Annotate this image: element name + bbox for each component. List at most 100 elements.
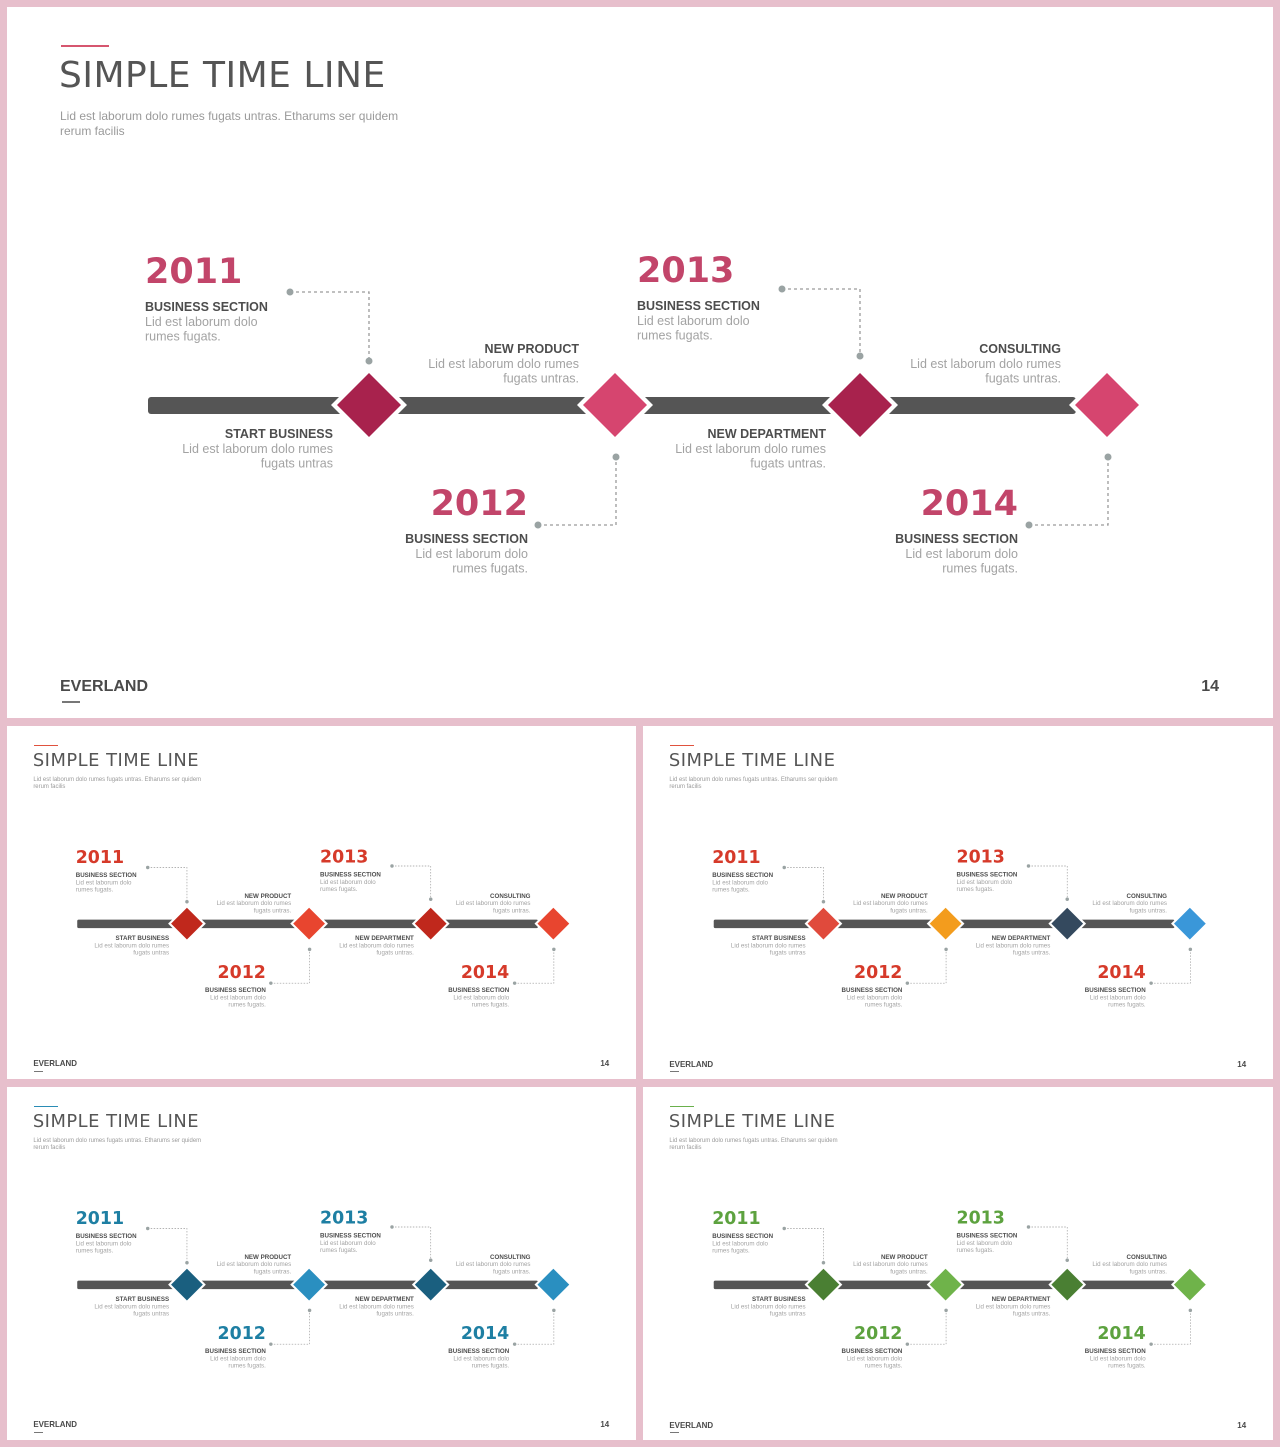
event-description: Lid est laborum dolo rumes fugats untras. [853, 1261, 928, 1275]
connector-dot [390, 864, 394, 868]
timeline-marker-4[interactable] [1075, 373, 1139, 437]
slide-title: SIMPLE TIME LINE [668, 1110, 836, 1132]
event-heading: BUSINESS SECTION [957, 1232, 1018, 1239]
event-description: Lid est laborum dolo rumes fugats untras. [339, 942, 414, 956]
connector-dot [269, 1342, 273, 1346]
timeline-marker-1[interactable] [337, 373, 401, 437]
event-description: Lid est laborum dolo rumes fugats untras. [1092, 1261, 1167, 1275]
timeline-marker-1[interactable] [807, 1268, 840, 1301]
timeline-marker-2[interactable] [583, 373, 647, 437]
timeline-marker-2[interactable] [293, 907, 325, 940]
timeline-marker-3[interactable] [414, 907, 447, 940]
connector-dot [365, 357, 373, 365]
connector-dot [1065, 897, 1069, 902]
timeline-marker-2[interactable] [929, 1268, 962, 1301]
event-description: Lid est laborum dolo rumes fugats. [712, 1240, 768, 1254]
connector-line [392, 1226, 432, 1261]
timeline-marker-2[interactable] [929, 907, 962, 940]
timeline-marker-3[interactable] [414, 1268, 447, 1301]
slide-thumb-green[interactable]: SIMPLE TIME LINE Lid est laborum dolo rum… [643, 1087, 1273, 1440]
connector-dot [307, 947, 312, 952]
timeline-marker-2[interactable] [293, 1268, 325, 1301]
event-year: 2011 [76, 1209, 124, 1229]
slide-main[interactable]: SIMPLE TIME LINE Lid est laborum dolo rum… [7, 7, 1273, 718]
connector-dot [428, 897, 433, 902]
connector-line [392, 865, 432, 900]
brand-name: EVERLAND [33, 1420, 77, 1430]
event-description: Lid est laborum dolo rumes fugats untras. [976, 942, 1051, 956]
event-heading: START BUSINESS [225, 427, 333, 441]
connector-dot [1188, 1308, 1193, 1313]
timeline-marker-1[interactable] [807, 907, 840, 940]
event-description: Lid est laborum dolo rumes fugats. [1090, 1356, 1146, 1370]
event-heading: NEW DEPARTMENT [355, 1296, 414, 1303]
timeline-marker-4[interactable] [537, 907, 570, 940]
connector-dot [856, 352, 864, 360]
event-heading: NEW PRODUCT [485, 342, 580, 356]
timeline-marker-3[interactable] [1051, 907, 1084, 940]
slide-thumb-blue[interactable]: SIMPLE TIME LINE Lid est laborum dolo rum… [7, 1087, 636, 1440]
slide-thumb-multicolor[interactable]: SIMPLE TIME LINE Lid est laborum dolo rum… [643, 726, 1273, 1079]
connector-dot [1149, 981, 1153, 985]
timeline-marker-1[interactable] [171, 907, 203, 940]
title-accent-line [669, 1105, 694, 1107]
event-description: Lid est laborum dolo rumes fugats untras. [1092, 900, 1167, 914]
timeline-marker-4[interactable] [537, 1268, 570, 1301]
event-description: Lid est laborum dolo rumes fugats untras. [976, 1303, 1051, 1317]
event-heading: NEW PRODUCT [881, 1254, 928, 1261]
event-year: 2013 [320, 848, 368, 868]
page-number: 14 [1237, 1059, 1247, 1069]
event-year: 2012 [218, 963, 266, 983]
event-heading: BUSINESS SECTION [842, 1348, 903, 1355]
event-heading: NEW DEPARTMENT [992, 935, 1051, 942]
connector-dot [185, 900, 189, 904]
event-heading: START BUSINESS [116, 1296, 170, 1303]
connector-line [1028, 865, 1068, 900]
page-number: 14 [1237, 1420, 1247, 1430]
timeline-marker-4[interactable] [1173, 907, 1206, 940]
event-description: Lid est laborum dolo rumes fugats. [847, 995, 903, 1009]
slide-title: SIMPLE TIME LINE [668, 749, 836, 771]
connector-dot [512, 981, 517, 985]
event-heading: BUSINESS SECTION [145, 300, 268, 314]
event-year: 2013 [957, 1209, 1005, 1229]
event-heading: BUSINESS SECTION [405, 532, 528, 546]
connector-line [784, 867, 824, 902]
event-description: Lid est laborum dolo rumes fugats untras. [217, 1261, 292, 1275]
connector-dot [1104, 453, 1112, 461]
event-description: Lid est laborum dolo rumes fugats. [712, 879, 768, 893]
timeline-marker-3[interactable] [828, 373, 892, 437]
connector-line [270, 949, 310, 984]
event-heading: CONSULTING [1127, 1254, 1168, 1261]
connector-line [514, 949, 555, 984]
slide-thumb-red[interactable]: SIMPLE TIME LINE Lid est laborum dolo rum… [7, 726, 636, 1079]
slide-subtitle: Lid est laborum dolo rumes fugats untras… [669, 776, 838, 791]
event-description: Lid est laborum dolo rumes fugats. [453, 995, 509, 1009]
connector-dot [1025, 521, 1033, 529]
timeline-marker-1[interactable] [171, 1268, 203, 1301]
event-heading: START BUSINESS [752, 935, 806, 942]
connector-dot [534, 521, 542, 529]
timeline-marker-4[interactable] [1173, 1268, 1206, 1301]
connector-dot [905, 1342, 910, 1346]
timeline-marker-3[interactable] [1051, 1268, 1084, 1301]
event-description: Lid est laborum dolo rumes fugats. [76, 1240, 132, 1254]
brand-name: EVERLAND [669, 1420, 714, 1430]
event-heading: BUSINESS SECTION [448, 987, 509, 994]
connector-dot [185, 1261, 189, 1265]
event-description: Lid est laborum dolo rumes fugats. [415, 547, 528, 576]
event-heading: BUSINESS SECTION [957, 871, 1018, 878]
